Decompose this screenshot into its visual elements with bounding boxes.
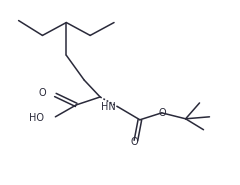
Text: HN: HN (101, 102, 116, 112)
Text: O: O (39, 88, 46, 98)
Text: O: O (130, 137, 138, 147)
Text: HO: HO (30, 113, 44, 123)
Text: O: O (159, 108, 167, 118)
